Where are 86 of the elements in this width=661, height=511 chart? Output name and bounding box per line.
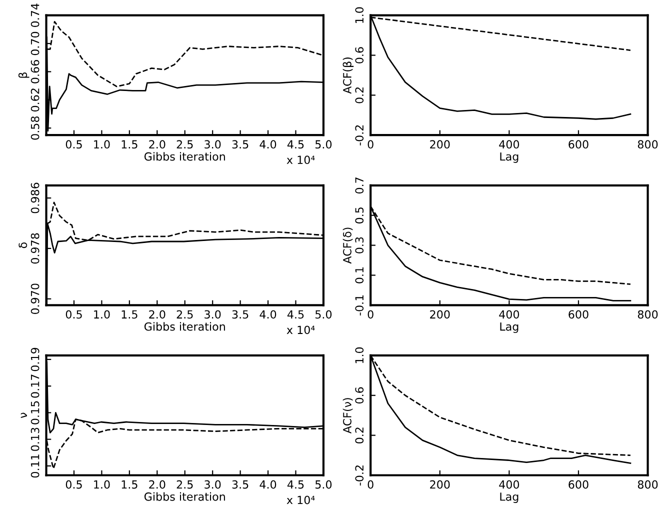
x-tick-label: 5.0 [315,140,332,149]
y-tick-label: -0.2 [355,125,364,146]
x-tick-label: 4.5 [287,480,304,489]
y-tick-label: 0.2 [355,428,364,444]
y-tick-label: 0.11 [30,454,40,478]
x-tick-label: 0.5 [66,310,82,319]
x-tick-label: 3.0 [204,310,221,319]
x-axis-title: Gibbs iteration [144,492,225,501]
x-tick-label: 0.5 [66,480,82,489]
x-tick-label: 2.0 [149,310,166,319]
x-tick-label: 0 [368,480,374,489]
x-tick-label: 800 [638,310,658,319]
y-axis-title: ACF(δ) [342,228,353,264]
x-tick-label: 600 [568,140,588,149]
x-tick-label: 2.5 [176,480,193,489]
y-tick-label: 0.17 [30,374,40,398]
x-tick-label: 2.0 [149,140,166,149]
x-tick-label: 4.0 [260,480,276,489]
x-tick-label: 4.5 [287,310,304,319]
x-tick-label: 2.0 [149,480,166,489]
y-tick-label: 0.70 [30,32,40,56]
text: x 10⁴ [286,326,315,334]
y-tick-label: 0.19 [30,348,40,372]
x-tick-label: 3.0 [204,480,221,489]
x-tick-label: 1.0 [94,310,110,319]
x-tick-label: 0 [368,310,374,319]
y-tick-label: 0.2 [355,87,364,104]
x-tick-label: 1.5 [122,140,138,149]
x-tick-label: 1.0 [94,480,110,489]
y-tick-label: 0.970 [30,284,40,314]
x-tick-label: 0 [368,140,374,149]
x-tick-label: 600 [568,480,588,489]
y-tick-label: 0.13 [30,428,40,451]
y-tick-label: 0.3 [355,237,364,254]
x-tick-label: 0.5 [66,140,82,149]
y-tick-label: -0.2 [355,466,364,486]
x-tick-label: 600 [568,310,588,319]
y-tick-label: 0.7 [355,178,364,194]
y-axis-title: β [18,72,30,78]
y-tick-label: 0.58 [30,116,40,140]
text: x 10⁴ [286,156,315,164]
x-tick-label: 1.0 [94,140,110,149]
y-tick-label: 0.62 [30,88,40,112]
x-axis-title: Lag [500,322,518,333]
text: x 10⁴ [286,496,315,504]
y-tick-label: 0.986 [30,182,40,214]
y-axis-title: ACF(ν) [342,398,353,434]
x-tick-label: 200 [430,310,450,319]
x-axis-title: Lag [500,152,518,163]
x-tick-label: 2.5 [176,140,193,149]
y-axis-title: δ [18,242,28,248]
y-tick-label: 0.5 [355,207,364,224]
y-axis-title: ACF(β) [342,58,354,94]
x-axis-title: Gibbs iteration [144,152,225,161]
x-tick-label: 1.5 [122,310,138,319]
y-tick-label: 0.1 [355,267,364,284]
x-tick-label: 800 [638,140,658,149]
x-tick-label: 400 [499,310,520,319]
x-tick-label: 4.5 [287,140,304,149]
x-tick-label: 400 [499,140,520,149]
y-tick-label: -0.1 [355,295,364,316]
x-axis-title: Lag [500,492,518,503]
y-tick-label: 1.0 [355,347,364,364]
x-axis-title: Gibbs iteration [144,322,225,331]
x-tick-label: 3.5 [232,310,248,319]
y-tick-label: 0.15 [30,401,40,424]
y-tick-label: 0.74 [30,4,40,27]
x-tick-label: 200 [430,480,450,489]
x-tick-label: 800 [638,480,658,489]
x-tick-label: 3.5 [232,140,248,149]
x-tick-label: 5.0 [315,310,332,319]
x-tick-label: 2.5 [176,310,193,319]
x-tick-label: 200 [430,140,450,149]
y-tick-label: 0.978 [30,233,40,264]
x-tick-label: 4.0 [260,310,276,319]
x-tick-label: 5.0 [315,480,332,489]
y-tick-label: 0.66 [30,60,40,84]
x-tick-label: 400 [499,480,520,489]
y-tick-label: 0.6 [355,387,364,404]
x-tick-label: 3.0 [204,140,221,149]
x-tick-label: 1.5 [122,480,138,489]
y-tick-label: 0.6 [355,47,364,64]
x-tick-label: 4.0 [260,140,276,149]
x-tick-label: 3.5 [232,480,248,489]
y-axis-title: ν [20,412,27,418]
y-tick-label: 1.0 [355,7,364,23]
